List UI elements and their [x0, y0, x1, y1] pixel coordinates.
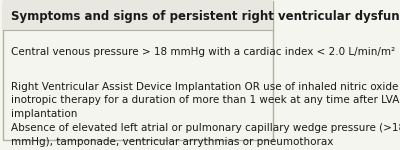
FancyBboxPatch shape — [3, 1, 273, 140]
Text: Absence of elevated left atrial or pulmonary capillary wedge pressure (>18
mmHg): Absence of elevated left atrial or pulmo… — [11, 123, 400, 147]
Text: Symptoms and signs of persistent right ventricular dysfunction: Symptoms and signs of persistent right v… — [11, 10, 400, 23]
Text: Central venous pressure > 18 mmHg with a cardiac index < 2.0 L/min/m²: Central venous pressure > 18 mmHg with a… — [11, 47, 395, 57]
FancyBboxPatch shape — [3, 1, 273, 30]
Text: Right Ventricular Assist Device Implantation OR use of inhaled nitric oxide or
i: Right Ventricular Assist Device Implanta… — [11, 82, 400, 119]
